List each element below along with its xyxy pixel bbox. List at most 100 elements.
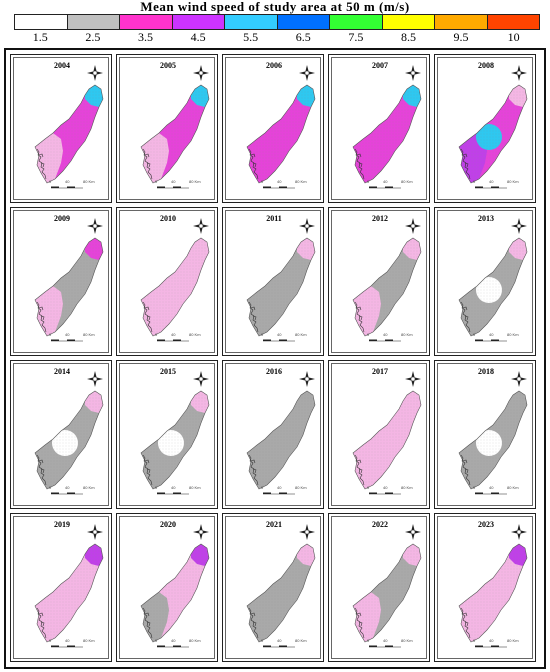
scale-bar [157,339,189,342]
scale-label: 80 Km [401,332,413,337]
map-panel-2008: 2008 0 40 80 Km [434,54,536,203]
map-panel-2011: 2011 0 40 80 Km [222,207,324,356]
study-area-outline [352,84,422,184]
study-area-outline [34,84,104,184]
coastline-detail [460,454,471,486]
panel-year-label: 2014 [54,367,70,376]
scale-label: 80 Km [295,179,307,184]
wind-speed-map [34,218,104,342]
panel-year-label: 2010 [160,214,176,223]
panel-year-label: 2020 [160,520,176,529]
scale-label: 80 Km [507,638,519,643]
legend-tick-4: 5.5 [243,30,259,44]
scale-bar [475,339,507,342]
north-arrow-icon [87,65,103,81]
scale-label: 80 Km [401,638,413,643]
study-area-outline [352,390,422,490]
scale-bar [369,492,401,495]
scale-bar [263,339,295,342]
coastline-detail [460,607,471,639]
wind-speed-map [246,371,316,495]
coastline-detail [36,454,47,486]
scale-bar [369,339,401,342]
map-panel-2015: 2015 0 40 80 Km [116,360,218,509]
wind-speed-map [352,218,422,342]
legend-tick-0: 1.5 [32,30,48,44]
wind-speed-map [34,524,104,648]
legend-tick-3: 4.5 [190,30,206,44]
scale-label: 80 Km [189,179,201,184]
north-arrow-icon [299,65,315,81]
scale-bar [157,645,189,648]
study-area-outline [458,390,528,490]
scale-label: 40 [277,485,282,490]
legend-swatch-8 [435,15,488,29]
scale-label: 40 [277,332,282,337]
scale-label: 40 [171,638,176,643]
map-panel-2004: 2004 0 40 80 Km [10,54,112,203]
coastline-detail [248,148,259,180]
legend: Mean wind speed of study area at 50 m (m… [0,0,550,46]
north-arrow-icon [193,218,209,234]
map-panel-2010: 2010 0 40 80 Km [116,207,218,356]
scale-label: 0 [367,485,370,490]
scale-label: 80 Km [83,485,95,490]
coastline-detail [36,607,47,639]
scale-label: 80 Km [295,485,307,490]
legend-title: Mean wind speed of study area at 50 m (m… [140,0,410,14]
scale-label: 0 [155,638,158,643]
wind-speed-map [140,524,210,648]
scale-label: 0 [155,179,158,184]
scale-label: 40 [383,638,388,643]
legend-color-bar [14,14,540,30]
scale-label: 0 [473,179,476,184]
wind-speed-map [140,218,210,342]
panel-year-label: 2021 [266,520,282,529]
panel-year-label: 2006 [266,61,282,70]
coastline-detail [142,607,153,639]
map-grid: 2004 0 40 80 Km 2005 0 40 80 Km 2006 0 40 80 Km 2007… [4,48,546,669]
study-area-outline [352,237,422,337]
scale-label: 80 Km [507,179,519,184]
study-area-outline [140,237,210,337]
scale-bar [263,492,295,495]
scale-label: 40 [383,332,388,337]
north-arrow-icon [405,65,421,81]
coastline-detail [248,301,259,333]
wind-speed-map [246,524,316,648]
north-arrow-icon [511,371,527,387]
wind-speed-map [140,65,210,189]
panel-year-label: 2009 [54,214,70,223]
wind-speed-map [246,65,316,189]
coastline-detail [354,454,365,486]
panel-year-label: 2018 [478,367,494,376]
scale-label: 0 [473,638,476,643]
map-panel-2007: 2007 0 40 80 Km [328,54,430,203]
scale-label: 80 Km [295,638,307,643]
map-panel-2012: 2012 0 40 80 Km [328,207,430,356]
north-arrow-icon [511,65,527,81]
north-arrow-icon [405,371,421,387]
map-panel-2009: 2009 0 40 80 Km [10,207,112,356]
scale-bar [51,645,83,648]
panel-year-label: 2011 [266,214,282,223]
study-area-outline [458,543,528,643]
legend-tick-labels: 1.5 2.5 3.5 4.5 5.5 6.5 7.5 8.5 9.5 10 [14,31,540,44]
scale-bar [475,645,507,648]
scale-label: 0 [367,179,370,184]
scale-bar [475,492,507,495]
panel-year-label: 2016 [266,367,282,376]
map-panel-2021: 2021 0 40 80 Km [222,513,324,662]
scale-bar [369,645,401,648]
north-arrow-icon [193,371,209,387]
legend-swatch-1 [67,15,120,29]
scale-bar [157,492,189,495]
scale-label: 0 [261,332,264,337]
study-area-outline [140,84,210,184]
legend-swatch-6 [330,15,383,29]
wind-speed-map [352,371,422,495]
study-area-outline [34,237,104,337]
north-arrow-icon [87,218,103,234]
scale-label: 0 [49,485,52,490]
wind-speed-map [458,524,528,648]
